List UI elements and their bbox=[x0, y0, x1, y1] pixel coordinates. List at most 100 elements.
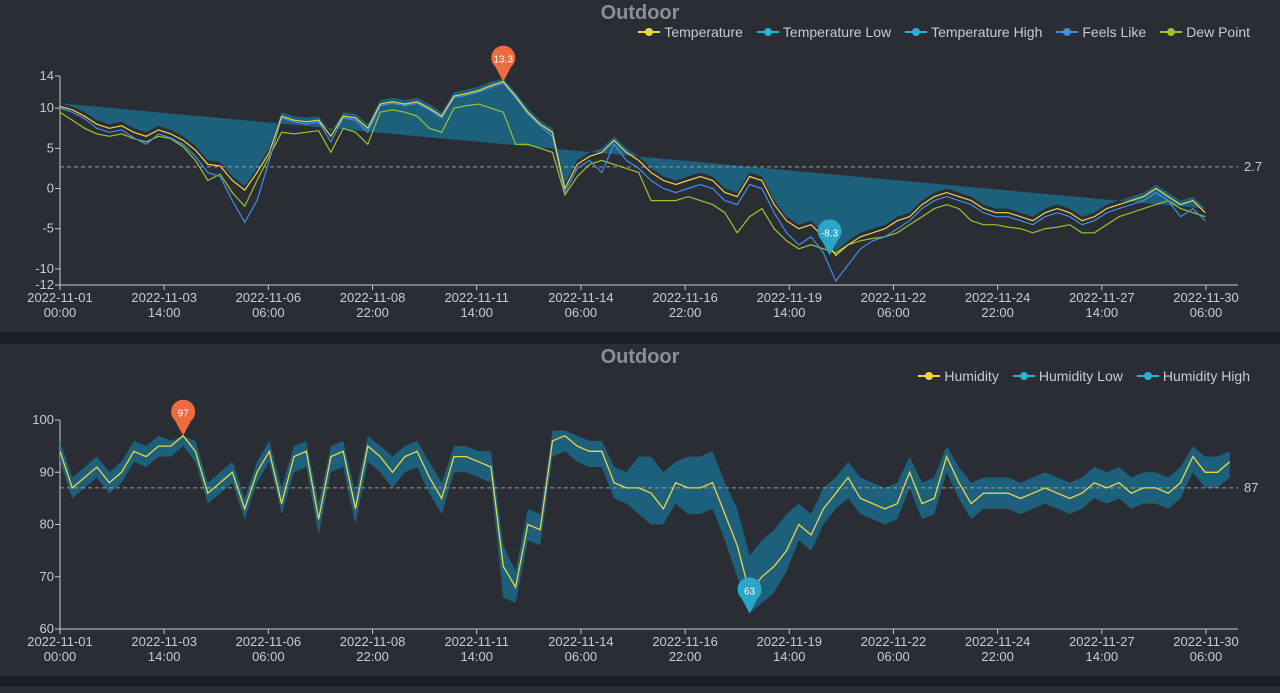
legend-label: Dew Point bbox=[1186, 24, 1250, 40]
legend-label: Temperature High bbox=[931, 24, 1043, 40]
x-tick-label-date: 2022-11-19 bbox=[756, 634, 822, 649]
x-tick-label-time: 14:00 bbox=[148, 305, 181, 320]
x-tick-label-date: 2022-11-22 bbox=[861, 634, 927, 649]
x-tick-label-date: 2022-11-30 bbox=[1173, 634, 1239, 649]
y-tick-label: -10 bbox=[35, 261, 54, 276]
legend-label: Feels Like bbox=[1082, 24, 1147, 40]
x-tick-label-date: 2022-11-01 bbox=[27, 634, 93, 649]
next-chart-panel bbox=[0, 686, 1280, 693]
chart-title: Outdoor bbox=[600, 346, 680, 368]
x-tick-label-date: 2022-11-14 bbox=[548, 290, 614, 305]
max-marker-label: 97 bbox=[178, 409, 190, 420]
min-marker-label: -8.3 bbox=[821, 228, 839, 239]
legend-item-temperature-low[interactable]: Temperature Low bbox=[756, 24, 892, 40]
min-marker-pin bbox=[737, 577, 762, 614]
legend-label: Temperature Low bbox=[782, 24, 892, 40]
legend-item-humidity-low[interactable]: Humidity Low bbox=[1012, 368, 1123, 384]
humidity-chart-panel: Outdoor Humidity Humidity Low Humidity H… bbox=[0, 344, 1280, 676]
x-tick-label-time: 06:00 bbox=[565, 649, 598, 664]
legend-item-feels-like[interactable]: Feels Like bbox=[1056, 24, 1146, 40]
x-tick-label-date: 2022-11-11 bbox=[444, 634, 509, 649]
x-tick-label-time: 22:00 bbox=[981, 649, 1014, 664]
chart-title: Outdoor bbox=[600, 2, 680, 24]
x-tick-label-time: 00:00 bbox=[44, 649, 77, 664]
x-tick-label-time: 06:00 bbox=[1190, 305, 1223, 320]
x-tick-label-date: 2022-11-03 bbox=[131, 290, 197, 305]
legend-swatch bbox=[1160, 27, 1183, 37]
min-marker: 63 bbox=[737, 577, 762, 614]
x-tick-label-time: 14:00 bbox=[148, 649, 181, 664]
x-tick-label-date: 2022-11-06 bbox=[236, 634, 302, 649]
x-tick-label-date: 2022-11-27 bbox=[1069, 290, 1135, 305]
legend-item-temperature-high[interactable]: Temperature High bbox=[905, 24, 1042, 40]
legend-item-humidity[interactable]: Humidity bbox=[918, 368, 999, 384]
y-tick-label: 10 bbox=[40, 100, 54, 115]
series-line-dew-point bbox=[59, 103, 1206, 254]
x-tick-label-time: 14:00 bbox=[773, 305, 806, 320]
x-tick-label-time: 14:00 bbox=[1086, 649, 1119, 664]
legend-swatch bbox=[1056, 27, 1079, 37]
max-marker-label: 13.3 bbox=[494, 55, 514, 66]
x-tick-label-time: 06:00 bbox=[1190, 649, 1223, 664]
legend-label: Temperature bbox=[664, 24, 743, 40]
x-tick-label-date: 2022-11-03 bbox=[131, 634, 197, 649]
legend-item-humidity-high[interactable]: Humidity High bbox=[1136, 368, 1250, 384]
y-tick-label: 60 bbox=[40, 621, 54, 636]
legend-label: Humidity bbox=[944, 368, 999, 384]
x-tick-label-time: 14:00 bbox=[773, 649, 806, 664]
legend-swatch bbox=[1136, 371, 1159, 381]
legend-swatch bbox=[638, 27, 661, 37]
y-tick-label: 5 bbox=[47, 140, 54, 155]
legend-swatch bbox=[918, 371, 941, 381]
x-tick-label-date: 2022-11-06 bbox=[236, 290, 302, 305]
x-tick-label-date: 2022-11-11 bbox=[444, 290, 509, 305]
average-label: 2.7 bbox=[1244, 159, 1262, 174]
max-marker: 97 bbox=[171, 399, 196, 436]
x-tick-label-time: 06:00 bbox=[877, 649, 910, 664]
x-tick-label-date: 2022-11-08 bbox=[340, 634, 406, 649]
y-tick-label: 90 bbox=[40, 464, 54, 479]
x-tick-label-time: 22:00 bbox=[981, 305, 1014, 320]
x-tick-label-date: 2022-11-01 bbox=[27, 290, 93, 305]
legend: Temperature Temperature Low Temperature … bbox=[638, 24, 1250, 40]
legend-label: Humidity High bbox=[1162, 368, 1250, 384]
y-tick-label: 70 bbox=[40, 569, 54, 584]
x-tick-label-time: 14:00 bbox=[460, 649, 493, 664]
legend-item-temperature[interactable]: Temperature bbox=[638, 24, 743, 40]
y-tick-label: 100 bbox=[32, 412, 54, 427]
min-marker-pin bbox=[817, 219, 842, 256]
series-line-feels-like bbox=[59, 82, 1206, 283]
x-tick-label-date: 2022-11-22 bbox=[861, 290, 927, 305]
x-tick-label-time: 22:00 bbox=[669, 305, 702, 320]
average-label: 87 bbox=[1244, 480, 1258, 495]
low-high-band bbox=[60, 78, 1206, 252]
x-tick-label-date: 2022-11-19 bbox=[756, 290, 822, 305]
low-high-band bbox=[60, 430, 1230, 614]
max-marker-pin bbox=[171, 399, 196, 436]
x-tick-label-date: 2022-11-24 bbox=[965, 634, 1031, 649]
x-tick-label-date: 2022-11-30 bbox=[1173, 290, 1239, 305]
y-tick-label: 0 bbox=[47, 181, 54, 196]
temperature-chart-panel: Outdoor Temperature Temperature Low Temp… bbox=[0, 0, 1280, 332]
x-tick-label-time: 22:00 bbox=[356, 649, 389, 664]
x-tick-label-time: 14:00 bbox=[1086, 305, 1119, 320]
min-marker: -8.3 bbox=[817, 219, 842, 256]
x-tick-label-date: 2022-11-27 bbox=[1069, 634, 1135, 649]
max-marker: 13.3 bbox=[491, 45, 516, 82]
legend: Humidity Humidity Low Humidity High bbox=[918, 368, 1250, 384]
legend-swatch bbox=[905, 27, 928, 37]
x-tick-label-date: 2022-11-16 bbox=[652, 290, 718, 305]
x-tick-label-time: 06:00 bbox=[877, 305, 910, 320]
y-tick-label: -5 bbox=[42, 221, 54, 236]
x-tick-label-date: 2022-11-08 bbox=[340, 290, 406, 305]
x-tick-label-time: 22:00 bbox=[669, 649, 702, 664]
x-tick-label-time: 14:00 bbox=[460, 305, 493, 320]
x-tick-label-time: 06:00 bbox=[565, 305, 598, 320]
series-line-temperature bbox=[59, 80, 1206, 257]
legend-label: Humidity Low bbox=[1038, 368, 1123, 384]
x-tick-label-date: 2022-11-14 bbox=[548, 634, 614, 649]
x-tick-label-time: 06:00 bbox=[252, 649, 285, 664]
series-line-humidity bbox=[59, 434, 1231, 594]
legend-item-dew-point[interactable]: Dew Point bbox=[1160, 24, 1250, 40]
max-marker-pin bbox=[491, 45, 516, 82]
